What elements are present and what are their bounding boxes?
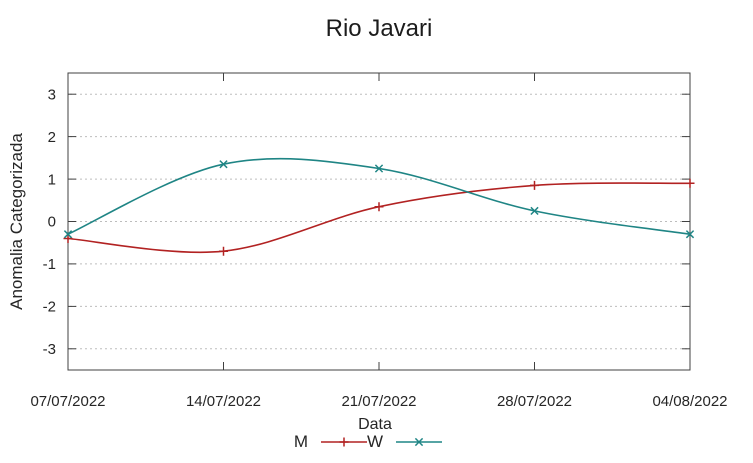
- y-tick-label: 0: [48, 214, 56, 231]
- plus-marker-M: [63, 234, 73, 243]
- cross-marker-W: [530, 206, 539, 216]
- y-tick-label: 3: [48, 86, 56, 103]
- x-tick-label: 28/07/2022: [497, 393, 572, 410]
- legend-label-W: W: [367, 432, 383, 451]
- y-tick-label: 2: [48, 129, 56, 146]
- plus-marker-M: [685, 178, 695, 188]
- cross-marker-W: [63, 230, 73, 239]
- y-tick-label: -1: [43, 256, 56, 273]
- y-axis-label: Anomalia Categorizada: [7, 133, 26, 310]
- y-tick-label: -3: [43, 341, 56, 358]
- x-tick-label: 07/07/2022: [30, 393, 105, 410]
- cross-marker-W: [219, 160, 228, 169]
- x-tick-label: 04/08/2022: [652, 393, 727, 410]
- x-axis-label: Data: [358, 416, 392, 433]
- legend-marker-M: [339, 437, 349, 447]
- chart-title: Rio Javari: [326, 15, 433, 42]
- y-tick-label: 1: [48, 171, 56, 188]
- x-tick-label: 21/07/2022: [341, 393, 416, 410]
- plus-marker-M: [530, 180, 539, 190]
- y-tick-label: -2: [43, 299, 56, 316]
- legend-label-M: M: [294, 432, 308, 451]
- series-line-M: [67, 182, 691, 254]
- series-line-W: [67, 157, 691, 235]
- plus-marker-M: [219, 246, 228, 256]
- cross-marker-W: [685, 230, 695, 239]
- cross-marker-W: [374, 164, 384, 173]
- x-tick-label: 14/07/2022: [186, 393, 261, 410]
- legend-marker-W: [414, 437, 424, 447]
- plus-marker-M: [374, 202, 384, 212]
- plot-area: 3 2 1 0 -1 -2 -3 07/07/2022 14/07/2022 21/07/2022…: [30, 72, 728, 410]
